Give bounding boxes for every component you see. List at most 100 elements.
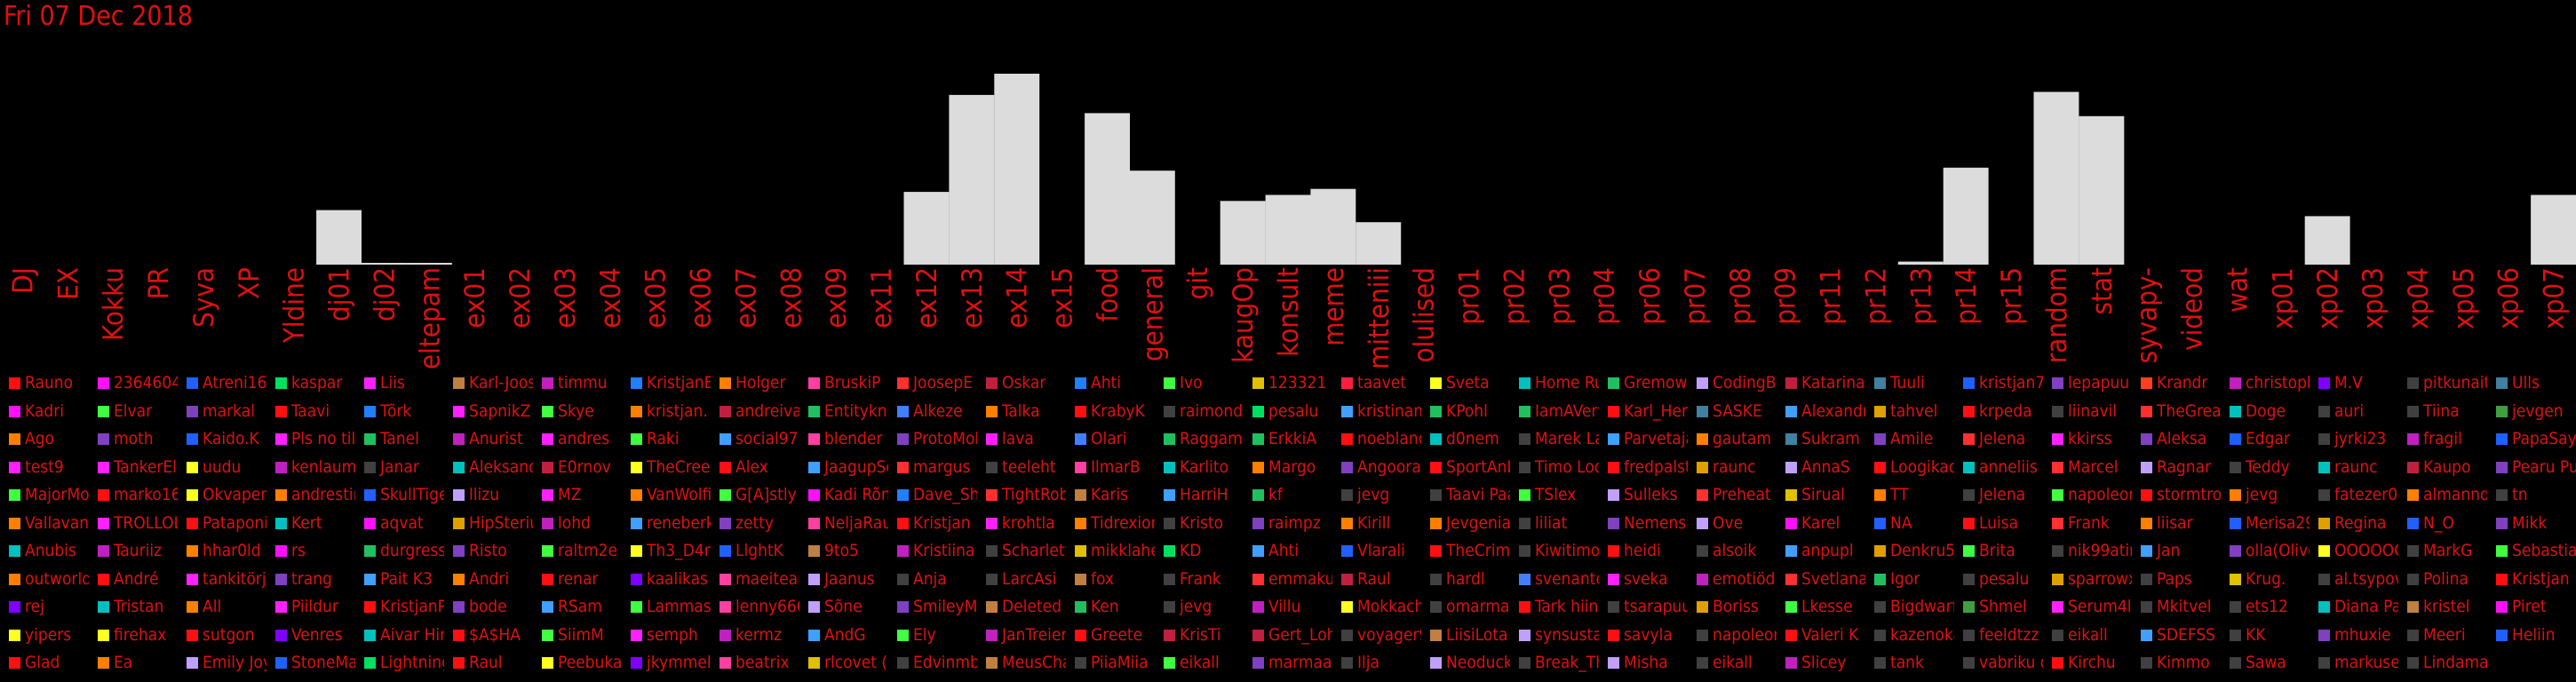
legend-item: 23646040 xyxy=(89,369,178,397)
bar-kaugOp xyxy=(1220,201,1266,265)
legend-swatch xyxy=(1785,629,1797,641)
legend-label: markal xyxy=(203,400,255,421)
legend-label: maeiteami xyxy=(735,568,799,589)
legend-swatch xyxy=(720,377,731,389)
legend-item: E0rnov xyxy=(533,454,622,481)
legend-label: Sirual xyxy=(1801,485,1845,504)
legend-swatch xyxy=(1430,377,1442,389)
legend-item: MajorMoo xyxy=(0,481,89,509)
legend-swatch xyxy=(1785,517,1797,529)
legend-label: Ove xyxy=(1713,512,1744,533)
legend-item: stormtroo xyxy=(2132,481,2221,509)
category-label-mitteniii: mitteniii xyxy=(1364,267,1395,369)
legend-label: StoneMalo xyxy=(291,653,355,672)
legend-swatch xyxy=(2052,489,2063,501)
legend-swatch xyxy=(808,433,820,445)
legend-item: kenlaumets xyxy=(266,454,355,481)
legend-swatch xyxy=(2141,601,2152,613)
legend-swatch xyxy=(364,489,376,501)
category-label-general: general xyxy=(1137,267,1169,361)
legend-swatch xyxy=(542,405,553,417)
legend-swatch xyxy=(1785,657,1797,669)
legend-label: OOOOOOO xyxy=(2334,541,2398,560)
legend-swatch xyxy=(1519,461,1530,473)
legend-label: Anubis xyxy=(25,541,76,560)
legend-label: Jaanus xyxy=(824,568,875,589)
category-label-DJ: DJ xyxy=(7,267,39,294)
legend-label: Vlarali xyxy=(1357,541,1405,560)
legend-label: Edvinmbal xyxy=(913,653,977,672)
legend-swatch xyxy=(1164,601,1175,613)
legend-label: BruskiP xyxy=(824,373,881,393)
legend-label: Karlito xyxy=(1180,456,1229,477)
legend-label: Ken xyxy=(1091,597,1119,616)
legend-item: Aleksa xyxy=(2132,425,2221,453)
legend-item: raunc xyxy=(1688,454,1777,481)
legend-label: All xyxy=(203,597,222,616)
legend-swatch xyxy=(1519,629,1530,641)
legend-swatch xyxy=(1963,405,1975,417)
legend-item: Kristiina xyxy=(888,537,977,565)
legend-label: M.V xyxy=(2334,373,2363,393)
legend-swatch xyxy=(720,517,731,529)
legend-item: Sirual xyxy=(1777,481,1865,509)
legend-item: Emily Joy xyxy=(178,649,266,677)
legend-item: Dave_Shin xyxy=(888,481,977,509)
legend-item: Sõne xyxy=(799,593,888,621)
legend-label: markusey xyxy=(2334,653,2398,672)
legend-swatch xyxy=(1874,405,1886,417)
legend-label: RSam xyxy=(558,597,602,616)
legend-item: PapaSay xyxy=(2487,425,2576,453)
legend-swatch xyxy=(1075,405,1086,417)
legend-label: NA xyxy=(1890,512,1912,533)
category-label-xp06: xp06 xyxy=(2493,267,2525,329)
legend-item: Lammas xyxy=(622,593,711,621)
bar-konsult xyxy=(1265,194,1311,265)
legend-swatch xyxy=(1697,377,1708,389)
legend-label: Neoduck xyxy=(1446,653,1510,672)
legend-item: Pearu Pu xyxy=(2487,454,2576,481)
legend-item: SportAnLif xyxy=(1421,454,1510,481)
legend-label: Kristo xyxy=(1180,512,1224,533)
legend-label: Merisa29C xyxy=(2246,512,2310,533)
legend-swatch xyxy=(2052,405,2063,417)
legend-swatch xyxy=(897,433,909,445)
legend-label: 9to5 xyxy=(824,541,859,560)
legend-item: Piildur xyxy=(266,593,355,621)
legend-item: Angoora J xyxy=(1332,454,1421,481)
legend-item: social97 xyxy=(711,425,799,453)
legend-label: bode xyxy=(469,597,507,616)
legend-swatch xyxy=(542,377,553,389)
legend-swatch xyxy=(1252,433,1264,445)
legend-swatch xyxy=(1697,573,1708,585)
legend-label: Jelena xyxy=(1979,485,2026,504)
legend-label: Atreni168 xyxy=(203,373,266,393)
bar-eltepam xyxy=(406,263,452,265)
legend-item: kf xyxy=(1244,481,1332,509)
legend-label: andreivas xyxy=(735,400,799,421)
legend-swatch xyxy=(2496,601,2508,613)
legend-swatch xyxy=(897,657,909,669)
legend-swatch xyxy=(808,657,820,669)
legend-label: Raggamas xyxy=(1180,429,1244,448)
legend-item: Karl_HerN xyxy=(1599,398,1688,425)
legend-item: trang xyxy=(266,566,355,593)
legend-swatch xyxy=(986,629,998,641)
legend-label: SportAnLif xyxy=(1446,456,1510,477)
legend-item: Sukram xyxy=(1777,425,1865,453)
legend-item: raltm2e xyxy=(533,537,622,565)
legend-swatch xyxy=(542,517,553,529)
legend-swatch xyxy=(1075,601,1086,613)
legend-label: reneberkin xyxy=(647,512,711,533)
legend-swatch xyxy=(1785,433,1797,445)
legend-swatch xyxy=(1963,629,1975,641)
legend-item: Anja xyxy=(888,566,977,593)
legend-item: jevg xyxy=(1155,593,1244,621)
legend-item: voyager94 xyxy=(1332,622,1421,649)
legend-swatch xyxy=(1608,489,1619,501)
legend-swatch xyxy=(542,433,553,445)
legend-label: Olari xyxy=(1091,429,1127,448)
legend-swatch xyxy=(1430,657,1442,669)
legend-item: Alkeze xyxy=(888,398,977,425)
legend-item: Taavi Paal xyxy=(1421,481,1510,509)
